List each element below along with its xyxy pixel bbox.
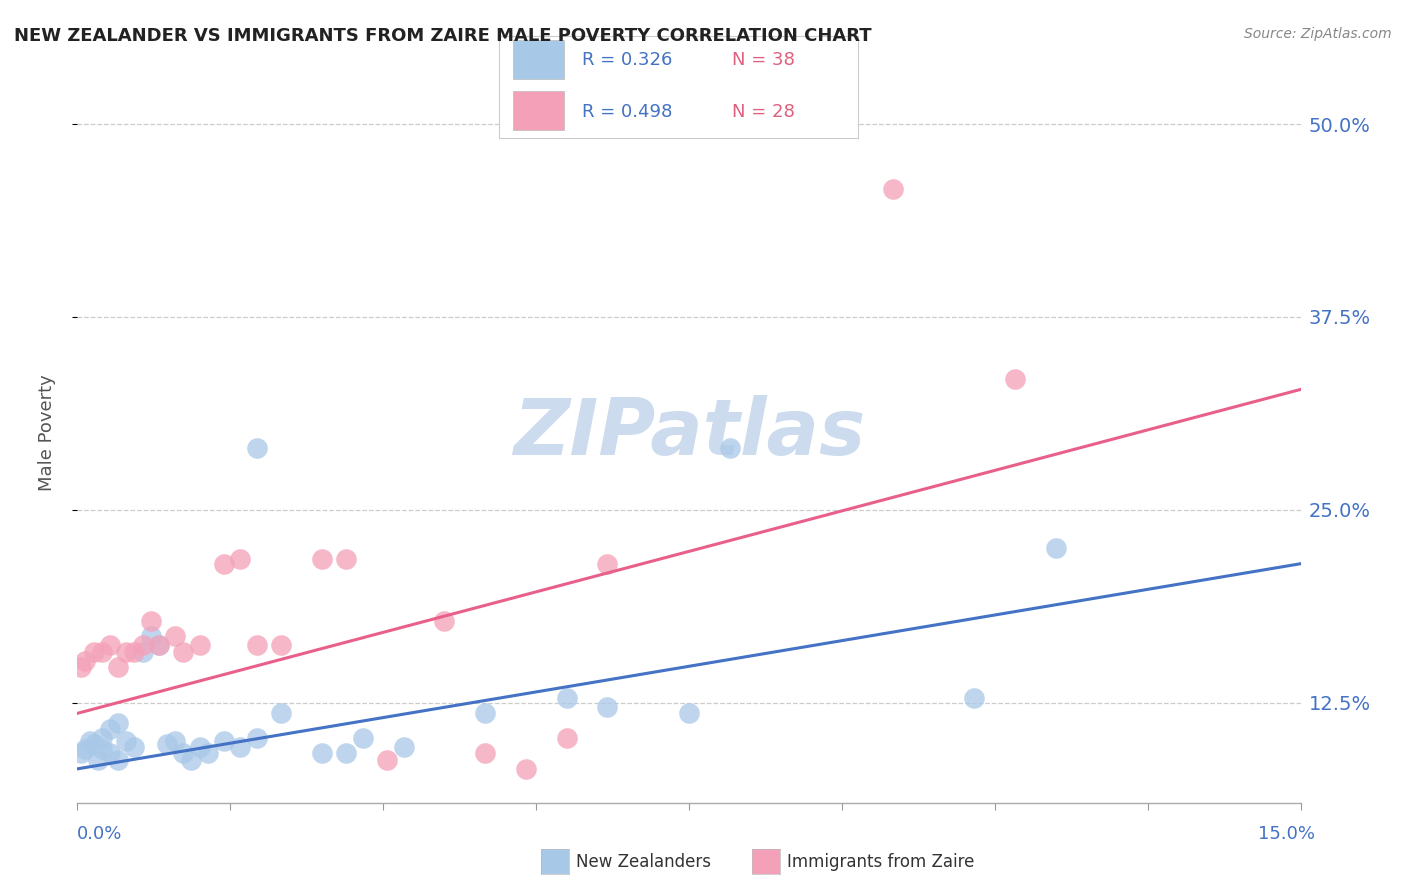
Point	[474, 747, 496, 761]
Point	[90, 731, 112, 745]
Point	[212, 557, 235, 571]
Text: R = 0.498: R = 0.498	[582, 103, 672, 120]
Point	[246, 639, 269, 653]
Point	[352, 731, 374, 745]
Text: 0.0%: 0.0%	[77, 825, 122, 843]
Point	[75, 741, 97, 756]
Point	[83, 737, 105, 751]
Point	[311, 747, 333, 761]
Point	[963, 690, 986, 705]
Point	[718, 441, 741, 455]
Point	[90, 645, 112, 659]
Text: NEW ZEALANDER VS IMMIGRANTS FROM ZAIRE MALE POVERTY CORRELATION CHART: NEW ZEALANDER VS IMMIGRANTS FROM ZAIRE M…	[14, 27, 872, 45]
Y-axis label: Male Poverty: Male Poverty	[38, 375, 56, 491]
Point	[678, 706, 700, 721]
Point	[596, 700, 619, 714]
Point	[107, 660, 129, 674]
Point	[555, 690, 578, 705]
Text: Source: ZipAtlas.com: Source: ZipAtlas.com	[1244, 27, 1392, 41]
Text: New Zealanders: New Zealanders	[576, 853, 711, 871]
Point	[172, 747, 194, 761]
Text: R = 0.326: R = 0.326	[582, 52, 672, 70]
Point	[246, 441, 269, 455]
Point	[107, 715, 129, 730]
Point	[75, 654, 97, 668]
Point	[515, 762, 537, 776]
Point	[335, 552, 357, 566]
Point	[246, 731, 269, 745]
Point	[555, 731, 578, 745]
Point	[229, 740, 252, 755]
Point	[165, 629, 187, 643]
Text: ZIPatlas: ZIPatlas	[513, 394, 865, 471]
Point	[90, 741, 112, 756]
Point	[98, 747, 121, 761]
Point	[188, 639, 211, 653]
Point	[115, 734, 138, 748]
Point	[311, 552, 333, 566]
Point	[172, 645, 194, 659]
FancyBboxPatch shape	[513, 40, 564, 78]
Point	[70, 660, 93, 674]
Text: N = 28: N = 28	[733, 103, 794, 120]
Point	[98, 639, 121, 653]
Point	[139, 629, 162, 643]
Point	[270, 706, 292, 721]
Point	[1004, 371, 1026, 385]
Point	[107, 753, 129, 767]
Point	[1045, 541, 1067, 556]
FancyBboxPatch shape	[513, 91, 564, 130]
Point	[156, 737, 179, 751]
Point	[115, 645, 138, 659]
Point	[83, 645, 105, 659]
Point	[131, 639, 153, 653]
Point	[124, 740, 146, 755]
Text: 15.0%: 15.0%	[1257, 825, 1315, 843]
Point	[335, 747, 357, 761]
Point	[131, 645, 153, 659]
Point	[229, 552, 252, 566]
Point	[79, 734, 101, 748]
Point	[433, 614, 456, 628]
Point	[148, 639, 170, 653]
Point	[197, 747, 219, 761]
Point	[212, 734, 235, 748]
Point	[596, 557, 619, 571]
Point	[124, 645, 146, 659]
Point	[165, 734, 187, 748]
Point	[180, 753, 202, 767]
Point	[87, 753, 110, 767]
Point	[474, 706, 496, 721]
Point	[270, 639, 292, 653]
Point	[392, 740, 415, 755]
Point	[375, 753, 398, 767]
Text: N = 38: N = 38	[733, 52, 794, 70]
Point	[98, 722, 121, 736]
Point	[882, 182, 904, 196]
Point	[139, 614, 162, 628]
Point	[188, 740, 211, 755]
Text: Immigrants from Zaire: Immigrants from Zaire	[787, 853, 974, 871]
Point	[70, 747, 93, 761]
Point	[148, 639, 170, 653]
